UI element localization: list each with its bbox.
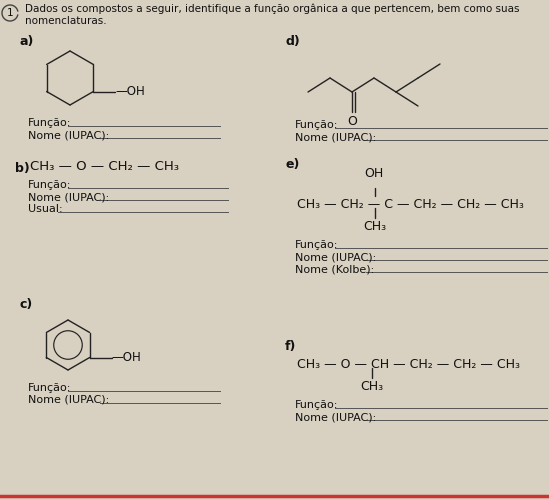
- Text: Nome (IUPAC):: Nome (IUPAC):: [28, 192, 109, 202]
- Text: Nome (IUPAC):: Nome (IUPAC):: [28, 395, 109, 405]
- Text: b): b): [15, 162, 30, 175]
- Text: d): d): [285, 35, 300, 48]
- Text: —OH: —OH: [111, 351, 142, 364]
- Text: Nome (IUPAC):: Nome (IUPAC):: [295, 132, 376, 142]
- Text: Nome (Kolbe):: Nome (Kolbe):: [295, 264, 374, 274]
- Text: e): e): [285, 158, 299, 171]
- Text: Função:: Função:: [295, 240, 338, 250]
- Text: c): c): [20, 298, 33, 311]
- Text: Dados os compostos a seguir, identifique a função orgânica a que pertencem, bem : Dados os compostos a seguir, identifique…: [25, 4, 519, 26]
- Text: Função:: Função:: [295, 120, 338, 130]
- Text: Função:: Função:: [28, 383, 71, 393]
- Text: O: O: [347, 115, 357, 128]
- Text: f): f): [285, 340, 296, 353]
- Text: CH₃ — O — CH₂ — CH₃: CH₃ — O — CH₂ — CH₃: [30, 160, 179, 173]
- Text: CH₃: CH₃: [363, 220, 386, 233]
- Text: Nome (IUPAC):: Nome (IUPAC):: [295, 252, 376, 262]
- Text: —OH: —OH: [115, 85, 145, 98]
- Text: Função:: Função:: [28, 118, 71, 128]
- Text: a): a): [20, 35, 35, 48]
- Text: Função:: Função:: [295, 400, 338, 410]
- Text: CH₃ — O — CH — CH₂ — CH₂ — CH₃: CH₃ — O — CH — CH₂ — CH₂ — CH₃: [297, 358, 520, 371]
- Text: Nome (IUPAC):: Nome (IUPAC):: [28, 130, 109, 140]
- Text: OH: OH: [365, 167, 384, 180]
- Text: Função:: Função:: [28, 180, 71, 190]
- Text: Usual:: Usual:: [28, 204, 63, 214]
- Text: CH₃: CH₃: [361, 380, 384, 393]
- Text: 1: 1: [7, 8, 13, 18]
- Text: CH₃ — CH₂ — C — CH₂ — CH₂ — CH₃: CH₃ — CH₂ — C — CH₂ — CH₂ — CH₃: [297, 198, 524, 211]
- Text: Nome (IUPAC):: Nome (IUPAC):: [295, 412, 376, 422]
